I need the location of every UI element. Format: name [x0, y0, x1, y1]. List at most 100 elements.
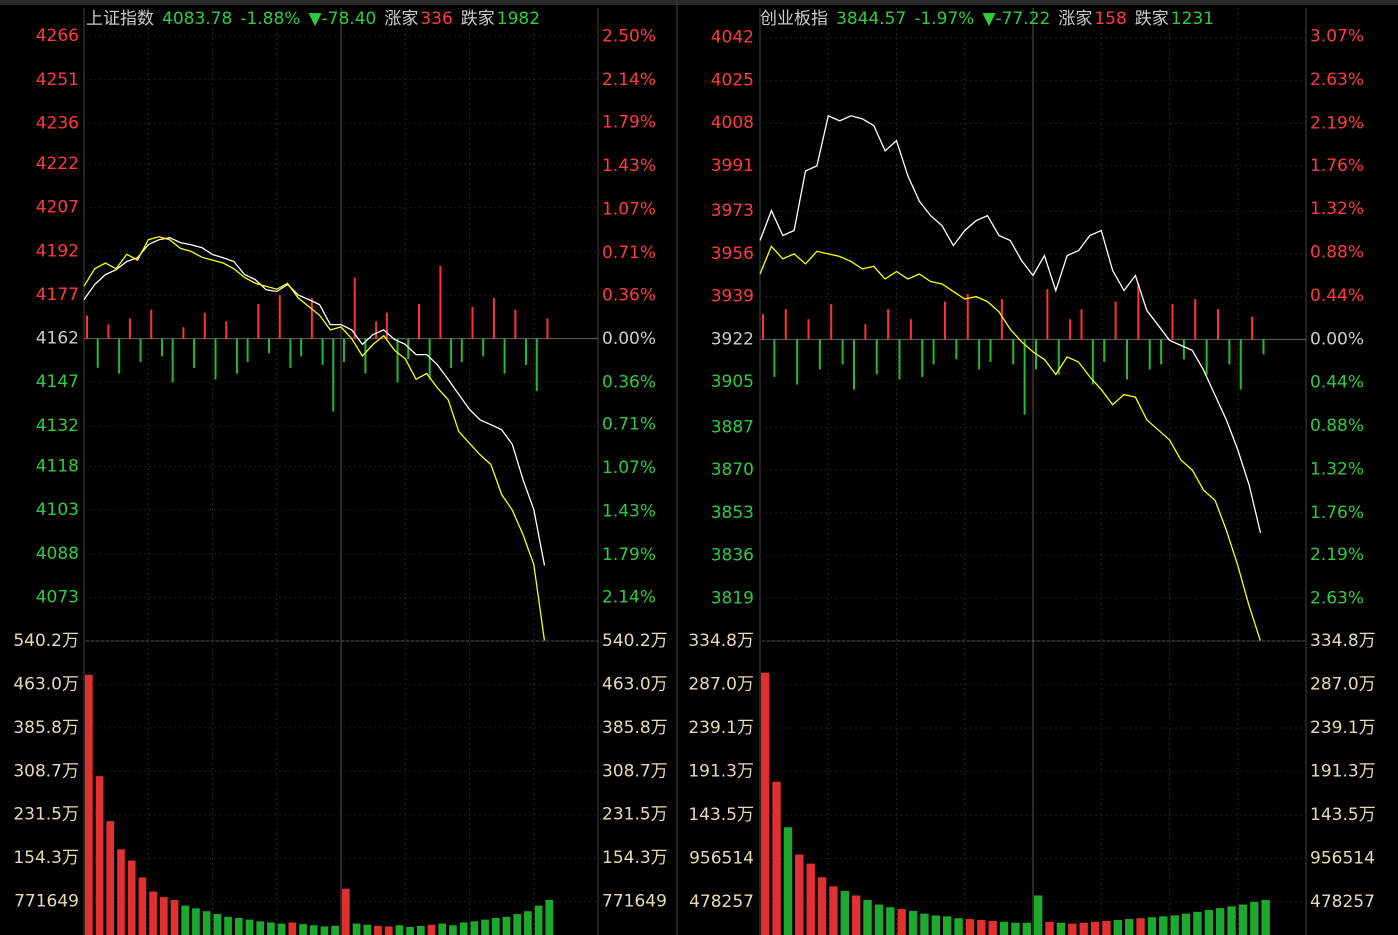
volume-bar [395, 925, 404, 935]
volume-bar [1136, 918, 1145, 935]
breadth-bar [257, 303, 260, 339]
volume-bar [931, 915, 940, 935]
header-change: ▼-78.40 [308, 9, 376, 29]
y-tick-label: 4042 [711, 28, 754, 48]
volume-bar [1113, 919, 1122, 935]
breadth-bar [514, 309, 517, 339]
breadth-bar [853, 339, 855, 390]
breadth-bar [86, 315, 88, 339]
volume-tick-label: 478257 [689, 892, 754, 912]
volume-bar [1181, 913, 1191, 935]
volume-bar [149, 891, 157, 935]
y-tick-label: 4088 [36, 544, 79, 564]
breadth-bar [375, 321, 378, 339]
volume-bar [449, 925, 457, 935]
header-down-label: 跌家 [1135, 9, 1169, 29]
y2-tick-label: 0.88% [1310, 243, 1364, 263]
volume-bar [502, 916, 511, 935]
header-up-count: 336 [420, 9, 452, 29]
price-line [83, 236, 546, 642]
breadth-bar [160, 338, 163, 357]
volume-tick-label: 334.8万 [688, 631, 754, 651]
breadth-bar [989, 339, 992, 362]
volume-bar [1204, 909, 1213, 935]
breadth-bar [1000, 299, 1003, 340]
breadth-bar [978, 339, 981, 370]
volume-tick-label-right: 287.0万 [1310, 674, 1376, 694]
y2-tick-label: 0.88% [1310, 416, 1364, 436]
volume-bar [374, 925, 382, 935]
breadth-bar [193, 338, 196, 368]
volume-tick-label-right: 956514 [1310, 848, 1375, 868]
volume-bar [406, 926, 414, 935]
volume-bar [95, 776, 104, 935]
volume-bar [1022, 922, 1031, 935]
breadth-bar [921, 339, 924, 378]
breadth-bar [1228, 339, 1231, 365]
volume-bar [795, 854, 804, 935]
breadth-bar [428, 338, 431, 380]
y2-tick-label: 1.07% [602, 458, 656, 478]
volume-tick-label-right: 463.0万 [602, 674, 668, 694]
volume-bar [213, 914, 222, 935]
breadth-bar [278, 295, 281, 339]
breadth-bar [1251, 316, 1254, 340]
volume-bar [1250, 901, 1259, 935]
y2-tick-label: 0.44% [1310, 286, 1364, 306]
header-title: 上证指数 [86, 9, 154, 29]
header: 创业板指 3844.57 -1.97% ▼-77.22 涨家 158 跌家 1231 [760, 9, 1214, 29]
header-up-label: 涨家 [1058, 9, 1092, 29]
y2-tick-label: 1.79% [602, 545, 656, 565]
volume-bar [234, 917, 243, 935]
breadth-bar [128, 318, 131, 339]
breadth-bar [407, 338, 410, 360]
y-tick-label: 4192 [36, 241, 79, 261]
volume-bar [1045, 921, 1054, 935]
volume-bar [977, 919, 986, 935]
breadth-bar [482, 338, 485, 357]
volume-bar [342, 888, 350, 935]
breadth-bar [300, 338, 303, 357]
volume-bar [320, 926, 329, 935]
breadth-bar [1182, 339, 1185, 360]
volume-bar [438, 923, 447, 935]
y2-tick-label: 2.19% [1310, 113, 1364, 133]
breadth-bar [1160, 339, 1163, 365]
breadth-bar [353, 277, 356, 339]
volume-bar [1147, 917, 1157, 935]
volume-tick-label: 463.0万 [13, 674, 79, 694]
breadth-bar [171, 338, 174, 383]
y2-tick-label: 1.76% [1310, 156, 1364, 176]
breadth-bar [1091, 339, 1094, 385]
breadth-bar [460, 338, 463, 363]
volume-bar [1011, 922, 1020, 935]
volume-bar [85, 674, 93, 935]
y2-tick-label: 3.07% [1310, 27, 1364, 47]
volume-bar [806, 863, 815, 935]
volume-bar [852, 895, 861, 935]
y-tick-label: 4118 [36, 457, 79, 477]
volume-tick-label: 385.8万 [13, 718, 79, 738]
breadth-bar [1126, 339, 1128, 380]
y-tick-label: 4132 [36, 416, 79, 436]
y2-tick-label: 0.36% [602, 372, 656, 392]
volume-bar [1125, 919, 1134, 935]
volume-bar [999, 921, 1009, 935]
y2-tick-label: 0.00% [602, 329, 656, 349]
volume-bar [965, 919, 975, 935]
breadth-bar [864, 324, 867, 340]
y-tick-label: 4222 [36, 154, 79, 174]
top-bar [0, 0, 1398, 5]
y-tick-label: 4177 [36, 285, 79, 305]
breadth-bar [773, 339, 776, 378]
y2-tick-label: 2.63% [1310, 589, 1364, 609]
breadth-bar [332, 338, 335, 412]
breadth-bar [932, 339, 935, 365]
volume-bar [459, 922, 468, 935]
volume-bar [817, 877, 827, 935]
volume-tick-label: 771649 [14, 892, 79, 912]
volume-tick-label-right: 334.8万 [1310, 631, 1376, 651]
volume-bar [127, 860, 136, 935]
y-tick-label: 3836 [711, 546, 754, 566]
